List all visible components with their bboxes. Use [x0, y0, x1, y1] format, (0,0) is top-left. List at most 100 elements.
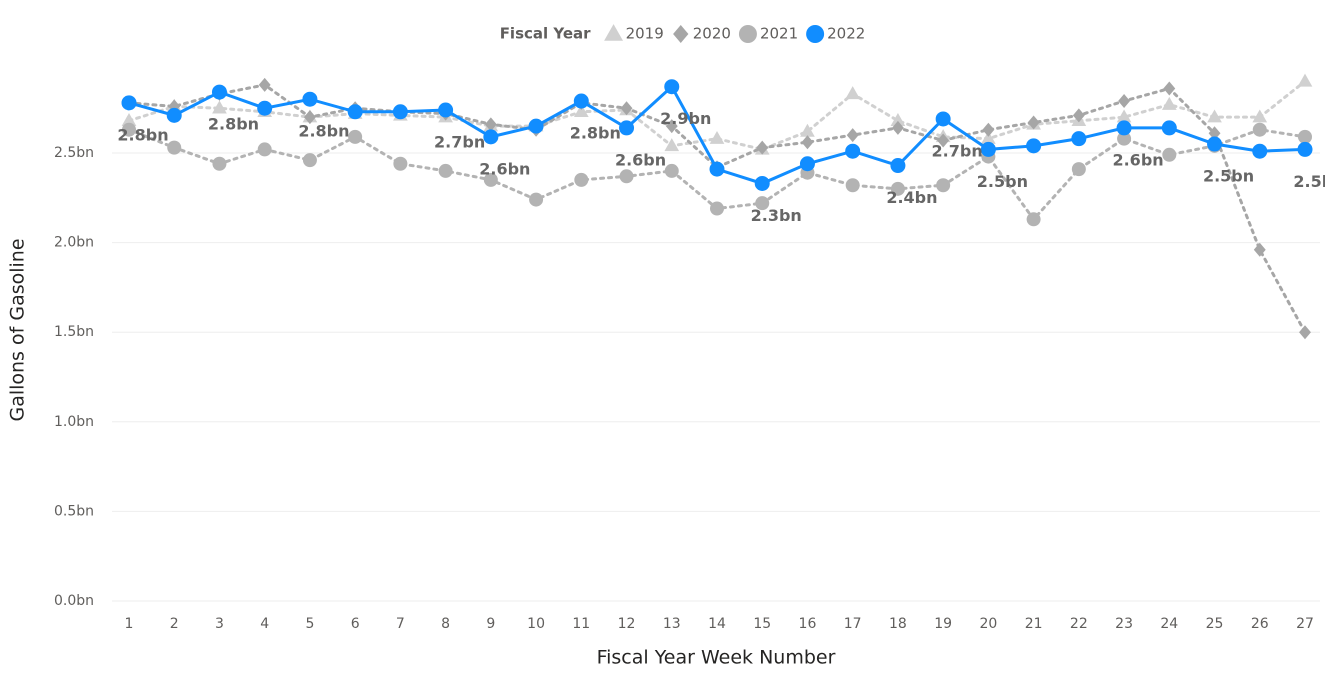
marker [257, 142, 272, 157]
marker [392, 104, 408, 120]
x-tick-label: 8 [441, 616, 450, 632]
x-tick-label: 11 [572, 616, 590, 632]
x-tick-label: 12 [618, 616, 636, 632]
data-label: 2.8bn [117, 125, 168, 144]
marker [845, 178, 860, 193]
data-label: 2.7bn [434, 132, 485, 151]
marker [1163, 81, 1176, 96]
marker [738, 25, 757, 43]
marker [167, 140, 182, 155]
marker [483, 129, 499, 145]
marker [709, 161, 725, 177]
marker [980, 141, 996, 157]
marker [211, 84, 227, 100]
series-2022: 2.8bn 2.8bn 2.8bn 2.7bn 2.6bn 2.8bn 2.6bn 2.9bn… [117, 79, 1325, 225]
series-2021 [122, 122, 1312, 227]
marker [258, 77, 271, 92]
x-tick-label: 3 [215, 616, 224, 632]
marker [845, 143, 861, 159]
marker [303, 110, 316, 125]
marker [982, 122, 995, 137]
marker [1161, 120, 1177, 136]
marker [846, 128, 859, 143]
marker [347, 104, 363, 120]
y-tick-label: 1.5bn [54, 324, 94, 340]
data-label: 2.3bn [751, 206, 802, 225]
x-tick-label: 14 [708, 616, 726, 632]
data-label: 2.5bn [1203, 167, 1254, 186]
marker [981, 130, 996, 144]
marker [1297, 141, 1313, 157]
y-tick-label: 2.5bn [54, 145, 94, 161]
marker [890, 158, 906, 174]
marker [302, 91, 318, 107]
marker [756, 140, 769, 155]
y-tick-label: 0.0bn [54, 593, 94, 609]
data-label: 2.9bn [660, 109, 711, 128]
marker [800, 123, 815, 137]
marker [801, 135, 814, 150]
marker [604, 24, 624, 41]
legend-label: 2022 [827, 25, 865, 43]
marker [393, 156, 408, 171]
marker [1208, 126, 1221, 141]
x-tick-label: 19 [934, 616, 952, 632]
legend-label: 2019 [626, 25, 664, 43]
marker [1299, 325, 1311, 340]
y-tick-label: 1.0bn [54, 414, 94, 430]
x-tick-label: 25 [1206, 616, 1224, 632]
x-tick-label: 10 [527, 616, 545, 632]
marker [1207, 136, 1223, 152]
marker [673, 25, 689, 43]
marker [122, 122, 136, 137]
marker [1116, 109, 1132, 123]
marker [302, 153, 317, 168]
marker [935, 111, 951, 127]
marker [1071, 162, 1086, 177]
data-label: 2.6bn [615, 150, 666, 169]
marker [620, 101, 633, 116]
legend: Fiscal Year 2019 2020 2021 2022 [500, 24, 865, 43]
marker [1207, 109, 1222, 123]
marker [573, 104, 589, 118]
y-tick-label: 0.5bn [54, 503, 94, 519]
marker [166, 107, 182, 123]
marker [528, 118, 544, 134]
marker [1026, 138, 1042, 154]
marker [936, 178, 951, 193]
marker [573, 93, 589, 109]
marker [483, 172, 498, 187]
x-tick-label: 26 [1251, 616, 1269, 632]
legend-label: 2021 [760, 25, 798, 43]
marker [1252, 122, 1267, 137]
x-tick-label: 13 [663, 616, 681, 632]
marker [891, 120, 904, 135]
x-tick-label: 5 [305, 616, 314, 632]
x-tick-label: 2 [170, 616, 179, 632]
x-tick-label: 23 [1115, 616, 1133, 632]
x-tick-label: 24 [1160, 616, 1178, 632]
x-tick-label: 6 [351, 616, 360, 632]
legend-title: Fiscal Year [500, 25, 591, 43]
data-label: 2.8bn [298, 122, 349, 141]
marker [1027, 115, 1040, 130]
x-tick-label: 27 [1296, 616, 1314, 632]
marker [664, 138, 680, 152]
x-tick-label: 7 [396, 616, 405, 632]
marker [755, 196, 770, 211]
x-tick-label: 18 [889, 616, 907, 632]
marker [1072, 108, 1085, 123]
marker [664, 79, 680, 95]
marker [1161, 96, 1177, 110]
marker [799, 156, 815, 172]
marker [438, 163, 453, 178]
x-tick-label: 17 [844, 616, 862, 632]
marker [806, 25, 825, 43]
data-label: 2.6bn [479, 159, 530, 178]
x-tick-label: 20 [979, 616, 997, 632]
marker [1252, 143, 1268, 159]
x-tick-label: 15 [753, 616, 771, 632]
marker [754, 175, 770, 191]
data-label: 2.4bn [886, 188, 937, 207]
